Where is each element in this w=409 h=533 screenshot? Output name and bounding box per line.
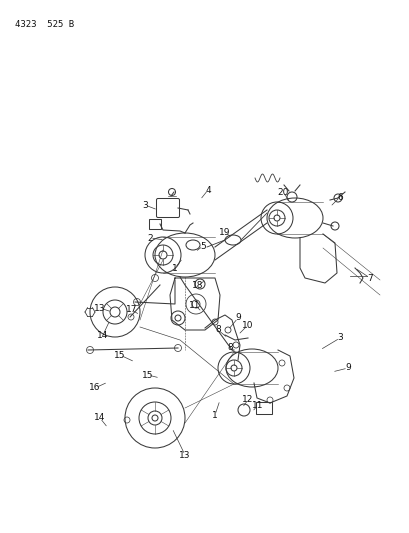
Text: 1: 1 (211, 410, 217, 419)
Text: 14: 14 (97, 330, 108, 340)
Text: 20: 20 (276, 188, 288, 197)
Text: 11: 11 (189, 301, 200, 310)
Text: 15: 15 (114, 351, 126, 359)
Text: 8: 8 (215, 326, 220, 335)
Text: 8: 8 (227, 343, 232, 352)
Text: 14: 14 (94, 414, 106, 423)
Text: 1: 1 (172, 263, 178, 272)
Text: 16: 16 (89, 384, 101, 392)
Text: 3: 3 (142, 200, 148, 209)
Text: 12: 12 (242, 395, 253, 405)
Text: 4: 4 (204, 185, 210, 195)
Text: 2: 2 (147, 233, 153, 243)
Text: 6: 6 (336, 192, 342, 201)
Text: 9: 9 (344, 364, 350, 373)
Text: 3: 3 (336, 334, 342, 343)
Text: 4323  525 B: 4323 525 B (15, 20, 74, 29)
Text: 11: 11 (252, 400, 263, 409)
Text: 17: 17 (126, 305, 137, 314)
Text: 13: 13 (179, 450, 190, 459)
Text: 7: 7 (366, 273, 372, 282)
Text: 15: 15 (142, 370, 153, 379)
Text: 9: 9 (234, 313, 240, 322)
Text: 13: 13 (94, 303, 106, 312)
Text: 19: 19 (219, 228, 230, 237)
Text: 18: 18 (192, 280, 203, 289)
Text: 10: 10 (242, 320, 253, 329)
Text: 5: 5 (200, 241, 205, 251)
